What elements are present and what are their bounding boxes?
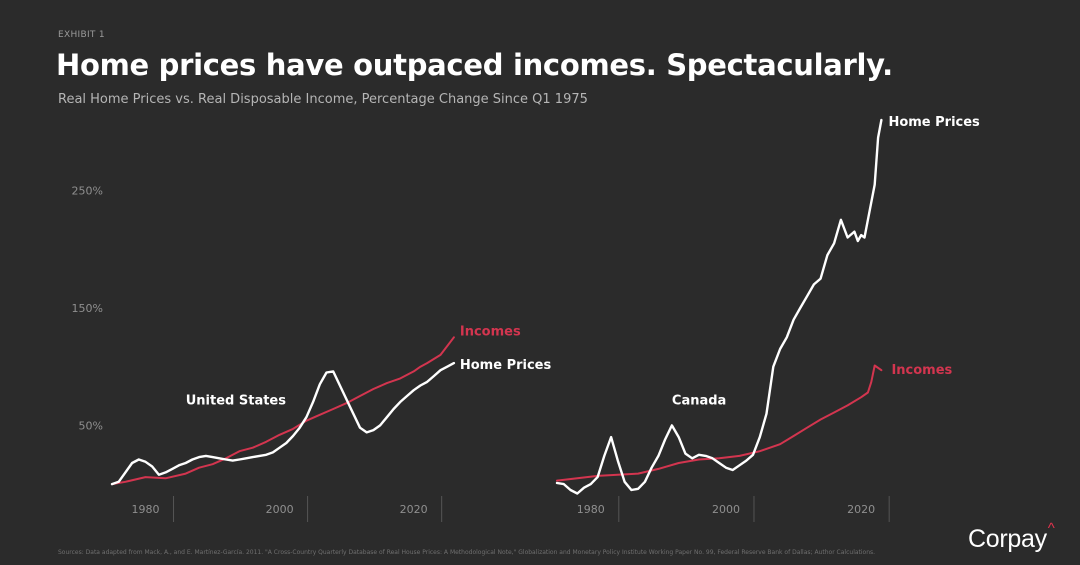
y-tick-label: 50% bbox=[79, 419, 103, 432]
annotation-home-prices: Home Prices bbox=[888, 115, 980, 130]
x-tick-label: 2000 bbox=[712, 503, 740, 516]
annotation-incomes: Incomes bbox=[460, 324, 521, 339]
exhibit-label: EXHIBIT 1 bbox=[58, 30, 105, 40]
x-tick-label: 2020 bbox=[400, 503, 428, 516]
annotation-home-prices: Home Prices bbox=[460, 358, 552, 373]
series-line-incomes bbox=[556, 364, 883, 482]
x-tick-label: 1980 bbox=[132, 503, 160, 516]
series-line-home-prices bbox=[555, 118, 883, 495]
y-tick-label: 250% bbox=[72, 184, 103, 197]
annotation-incomes: Incomes bbox=[891, 363, 952, 378]
corpay-logo: Corpay^ bbox=[968, 520, 1055, 554]
x-tick-label: 2000 bbox=[266, 503, 294, 516]
x-tick-label: 1980 bbox=[577, 503, 605, 516]
series-line-home-prices bbox=[110, 361, 456, 486]
y-tick-label: 150% bbox=[72, 302, 103, 315]
series-line-incomes bbox=[111, 336, 455, 486]
source-note: Sources: Data adapted from Mack, A., and… bbox=[58, 549, 876, 556]
x-tick-label: 2020 bbox=[847, 503, 875, 516]
chart-title: Home prices have outpaced incomes. Spect… bbox=[56, 48, 893, 82]
annotation-united-states: United States bbox=[186, 393, 287, 408]
brand-caret-icon: ^ bbox=[1047, 520, 1055, 537]
brand-name: Corpay bbox=[968, 525, 1047, 553]
chart-subtitle: Real Home Prices vs. Real Disposable Inc… bbox=[58, 92, 588, 107]
annotation-canada: Canada bbox=[672, 393, 726, 408]
